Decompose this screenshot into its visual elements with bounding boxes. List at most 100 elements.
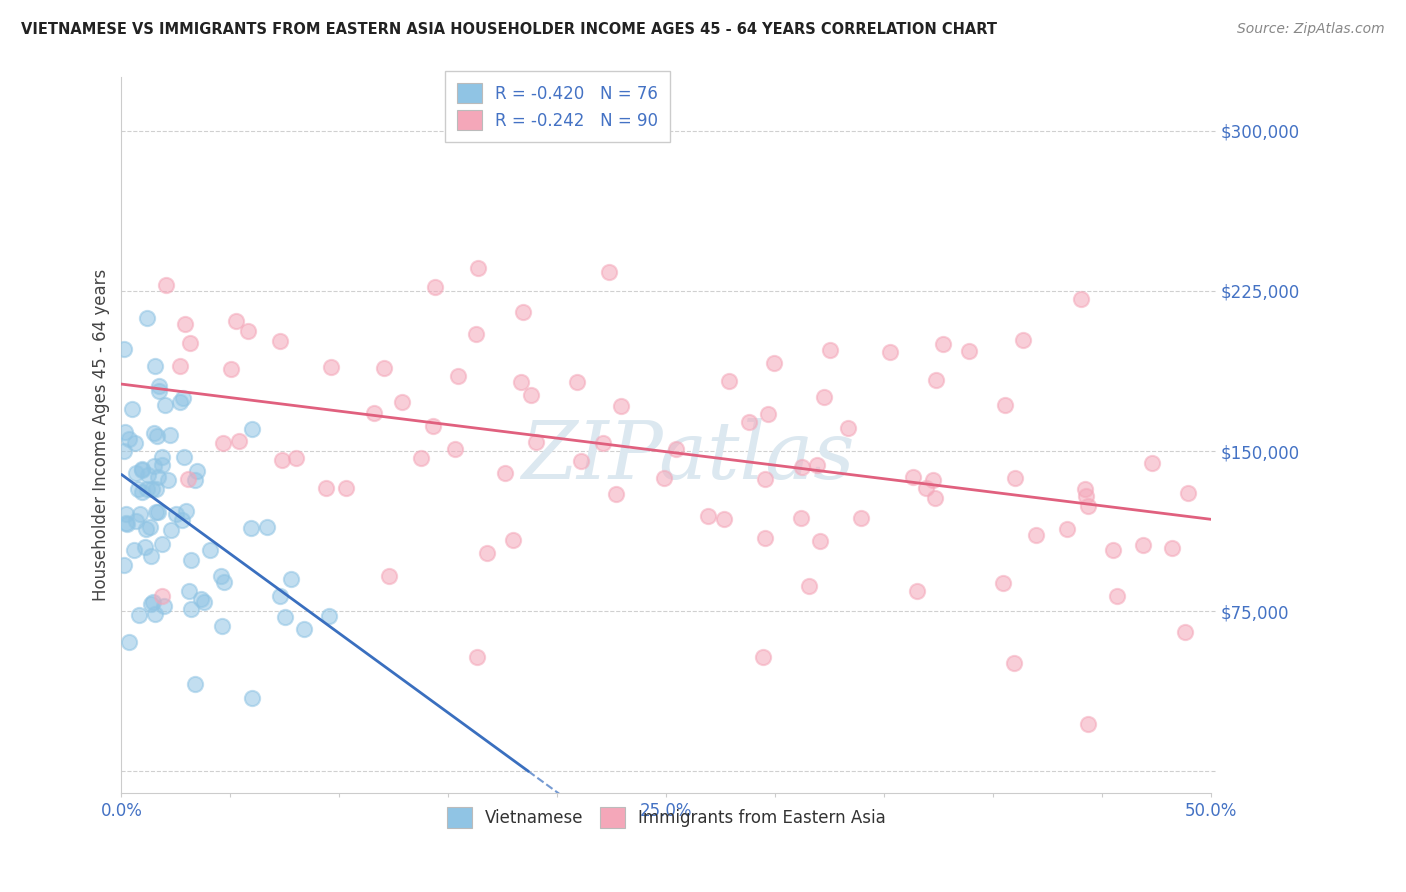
Point (520, 388, 543, 402)
Point (425, 279, 447, 293)
Point (129, 507, 152, 521)
Point (176, 503, 198, 517)
Point (121, 402, 143, 417)
Point (1056, 522, 1078, 536)
Point (172, 391, 194, 405)
Point (1077, 716, 1099, 731)
Point (174, 317, 197, 331)
Point (219, 362, 242, 376)
Point (143, 458, 166, 473)
Point (849, 510, 872, 524)
Point (269, 589, 291, 603)
Point (494, 466, 516, 480)
Point (270, 453, 292, 467)
Point (134, 540, 156, 554)
Point (378, 569, 401, 583)
Point (957, 343, 980, 358)
Point (146, 470, 169, 484)
Point (209, 569, 232, 583)
Point (1132, 538, 1154, 552)
Point (879, 345, 901, 359)
Point (713, 512, 735, 526)
Point (148, 384, 170, 399)
Point (139, 549, 162, 564)
Point (901, 470, 924, 484)
Point (211, 436, 233, 450)
Point (280, 572, 302, 586)
Point (143, 425, 166, 440)
Point (592, 436, 614, 450)
Point (143, 607, 166, 622)
Point (177, 584, 200, 599)
Point (319, 360, 342, 375)
Point (373, 360, 395, 375)
Point (1025, 528, 1047, 542)
Point (837, 421, 859, 435)
Point (131, 485, 153, 500)
Point (1102, 543, 1125, 558)
Point (610, 399, 633, 413)
Point (1012, 333, 1035, 347)
Point (173, 450, 195, 464)
Point (292, 622, 315, 636)
Point (179, 336, 201, 351)
Point (146, 429, 169, 443)
Point (125, 514, 148, 528)
Point (567, 375, 589, 389)
Point (269, 334, 291, 348)
Point (411, 450, 433, 465)
Point (242, 690, 264, 705)
Point (131, 462, 153, 476)
Y-axis label: Householder Income Ages 45 - 64 years: Householder Income Ages 45 - 64 years (93, 268, 110, 601)
Point (177, 472, 200, 486)
Point (184, 677, 207, 691)
Point (150, 450, 173, 465)
Point (569, 454, 592, 468)
Point (914, 481, 936, 495)
Point (114, 516, 136, 530)
Point (652, 470, 675, 484)
Text: ZIPatlas: ZIPatlas (522, 417, 855, 495)
Point (152, 599, 174, 613)
Point (141, 483, 163, 497)
Point (598, 264, 620, 278)
Point (1004, 471, 1026, 485)
Point (112, 444, 135, 458)
Point (148, 505, 170, 519)
Point (240, 422, 263, 436)
Point (193, 595, 215, 609)
Point (170, 513, 193, 527)
Point (169, 395, 191, 409)
Point (467, 260, 489, 275)
Point (465, 650, 488, 665)
Point (212, 574, 235, 589)
Point (238, 324, 260, 338)
Text: VIETNAMESE VS IMMIGRANTS FROM EASTERN ASIA HOUSEHOLDER INCOME AGES 45 - 64 YEARS: VIETNAMESE VS IMMIGRANTS FROM EASTERN AS… (21, 22, 997, 37)
Point (150, 589, 173, 603)
Point (150, 458, 173, 472)
Point (797, 579, 820, 593)
Point (180, 553, 202, 567)
Legend: Vietnamese, Immigrants from Eastern Asia: Vietnamese, Immigrants from Eastern Asia (440, 801, 893, 834)
Point (820, 343, 842, 357)
Point (145, 483, 167, 497)
Point (160, 523, 183, 537)
Point (318, 608, 340, 623)
Point (1107, 590, 1129, 604)
Point (145, 505, 167, 519)
Point (1004, 656, 1026, 670)
Point (1076, 490, 1098, 504)
Point (211, 619, 233, 633)
Point (186, 465, 208, 479)
Point (135, 482, 157, 496)
Point (808, 533, 831, 548)
Point (114, 425, 136, 439)
Point (363, 406, 385, 420)
Point (285, 450, 308, 465)
Point (190, 591, 212, 606)
Point (924, 373, 946, 387)
Point (141, 597, 163, 611)
Point (905, 583, 928, 598)
Point (1160, 541, 1182, 555)
Point (447, 369, 470, 384)
